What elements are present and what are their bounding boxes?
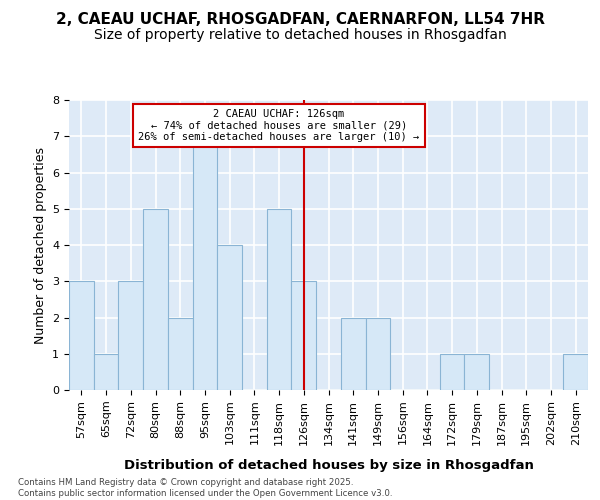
Bar xyxy=(118,281,143,390)
Bar xyxy=(193,136,217,390)
Bar xyxy=(267,209,292,390)
Y-axis label: Number of detached properties: Number of detached properties xyxy=(34,146,47,344)
Bar xyxy=(563,354,588,390)
Bar xyxy=(292,281,316,390)
Text: 2 CAEAU UCHAF: 126sqm
← 74% of detached houses are smaller (29)
26% of semi-deta: 2 CAEAU UCHAF: 126sqm ← 74% of detached … xyxy=(139,109,419,142)
Bar xyxy=(69,281,94,390)
Text: 2, CAEAU UCHAF, RHOSGADFAN, CAERNARFON, LL54 7HR: 2, CAEAU UCHAF, RHOSGADFAN, CAERNARFON, … xyxy=(56,12,545,28)
X-axis label: Distribution of detached houses by size in Rhosgadfan: Distribution of detached houses by size … xyxy=(124,458,533,471)
Bar xyxy=(143,209,168,390)
Bar xyxy=(365,318,390,390)
Bar xyxy=(168,318,193,390)
Bar xyxy=(464,354,489,390)
Text: Contains HM Land Registry data © Crown copyright and database right 2025.
Contai: Contains HM Land Registry data © Crown c… xyxy=(18,478,392,498)
Bar xyxy=(217,245,242,390)
Bar xyxy=(341,318,365,390)
Bar xyxy=(440,354,464,390)
Bar xyxy=(94,354,118,390)
Text: Size of property relative to detached houses in Rhosgadfan: Size of property relative to detached ho… xyxy=(94,28,506,42)
